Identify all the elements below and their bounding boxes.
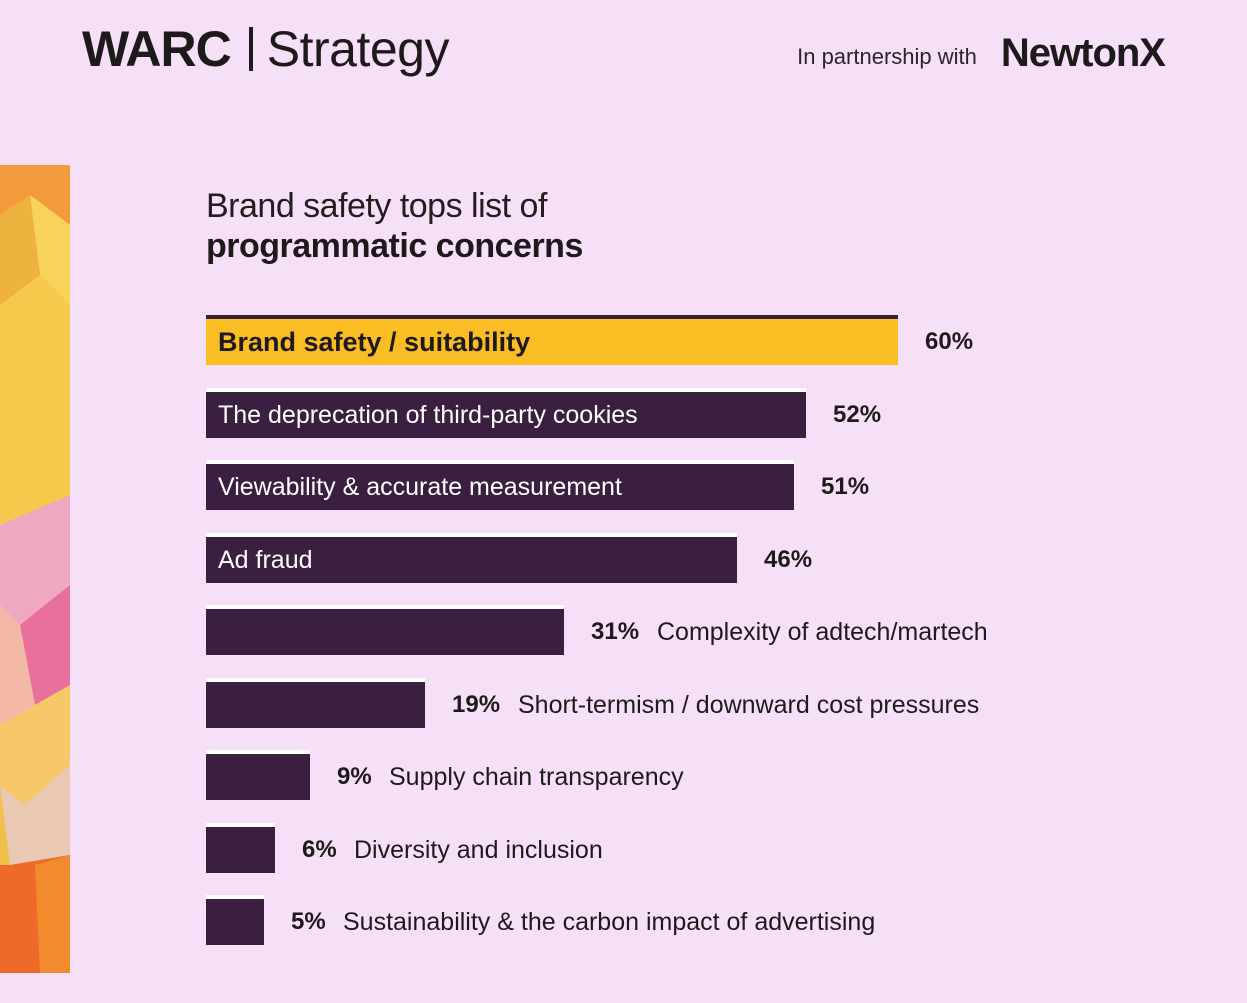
chart-title: Brand safety tops list of programmatic c… <box>206 186 583 266</box>
value-label-3: 51% <box>821 473 870 500</box>
bar-7 <box>206 750 310 800</box>
value-label-8: 6% <box>302 836 337 863</box>
bar-1 <box>206 315 898 365</box>
value-label-7: 9% <box>337 763 372 790</box>
value-label-9: 5% <box>291 908 326 935</box>
category-label-3: Viewability & accurate measurement <box>218 473 622 501</box>
category-label-5: Complexity of adtech/martech <box>657 618 988 646</box>
bar-9 <box>206 895 264 945</box>
brand-warc: WARC <box>82 21 232 77</box>
category-label-4: Ad fraud <box>218 546 313 574</box>
bar-3 <box>206 460 794 510</box>
category-label-6: Short-termism / downward cost pressures <box>518 691 980 719</box>
value-label-4: 46% <box>764 546 813 573</box>
newtonx-logo: NewtonX <box>1000 30 1166 75</box>
partner-text: In partnership with <box>797 44 977 69</box>
warc-strategy-logo: WARC Strategy <box>82 20 449 78</box>
value-label-1: 60% <box>925 328 974 355</box>
category-label-7: Supply chain transparency <box>389 763 684 791</box>
title-line-2: programmatic concerns <box>206 227 583 265</box>
partnership: In partnership with NewtonX <box>797 28 1166 78</box>
category-label-8: Diversity and inclusion <box>354 836 603 864</box>
bar-2 <box>206 388 806 438</box>
decorative-art <box>0 165 70 973</box>
bar-8 <box>206 823 275 873</box>
brand-divider <box>248 27 253 71</box>
value-label-5: 31% <box>591 618 640 645</box>
value-label-6: 19% <box>452 691 501 718</box>
category-label-2: The deprecation of third-party cookies <box>218 401 638 429</box>
bar-6 <box>206 678 425 728</box>
bar-5 <box>206 605 564 655</box>
category-label-9: Sustainability & the carbon impact of ad… <box>343 908 876 936</box>
title-line-1: Brand safety tops list of <box>206 187 547 225</box>
brand-strategy: Strategy <box>266 21 450 77</box>
bar-4 <box>206 533 737 583</box>
category-label-1: Brand safety / suitability <box>218 327 531 357</box>
value-label-2: 52% <box>833 401 882 428</box>
